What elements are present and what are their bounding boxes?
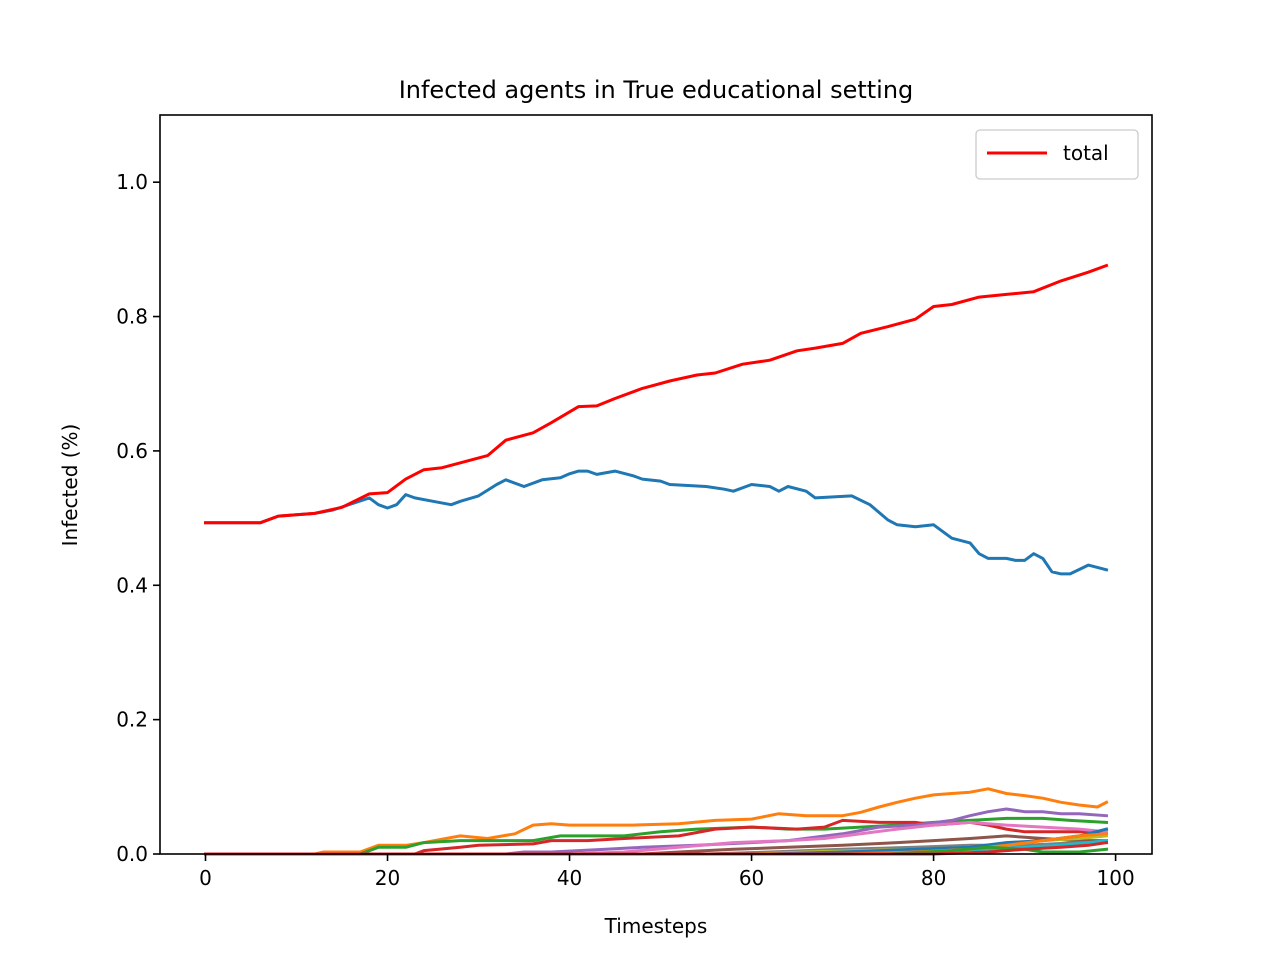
x-tick-label-2: 40 bbox=[557, 866, 582, 890]
legend-box bbox=[975, 129, 1139, 180]
y-axis: 0.0 0.2 0.4 0.6 0.8 1.0 bbox=[116, 170, 160, 866]
series-line-total bbox=[204, 263, 1109, 525]
x-tick-label-4: 80 bbox=[921, 866, 946, 890]
x-axis: 0 20 40 60 80 100 bbox=[199, 854, 1135, 890]
series-line-4 bbox=[204, 818, 1108, 856]
y-tick-label-3: 0.6 bbox=[116, 439, 148, 463]
y-tick-label-5: 1.0 bbox=[116, 170, 148, 194]
series-line-6 bbox=[204, 834, 1108, 856]
y-tick-label-4: 0.8 bbox=[116, 305, 148, 329]
legend-entry-total: total bbox=[1063, 141, 1109, 165]
x-axis-label: Timesteps bbox=[604, 914, 708, 938]
x-tick-label-3: 60 bbox=[739, 866, 764, 890]
series-line-5 bbox=[204, 807, 1109, 856]
x-tick-label-5: 100 bbox=[1097, 866, 1135, 890]
plot-frame bbox=[159, 114, 1153, 855]
y-tick-label-2: 0.4 bbox=[116, 573, 148, 597]
series-line-7 bbox=[204, 820, 1109, 856]
x-tick-label-1: 20 bbox=[375, 866, 400, 890]
y-tick-label-0: 0.0 bbox=[116, 842, 148, 866]
legend: total bbox=[975, 129, 1139, 180]
chart-title: Infected agents in True educational sett… bbox=[399, 76, 914, 104]
y-axis-label: Infected (%) bbox=[58, 424, 82, 547]
x-tick-label-0: 0 bbox=[199, 866, 212, 890]
series-line-1 bbox=[204, 469, 1109, 576]
y-tick-label-1: 0.2 bbox=[116, 708, 148, 732]
